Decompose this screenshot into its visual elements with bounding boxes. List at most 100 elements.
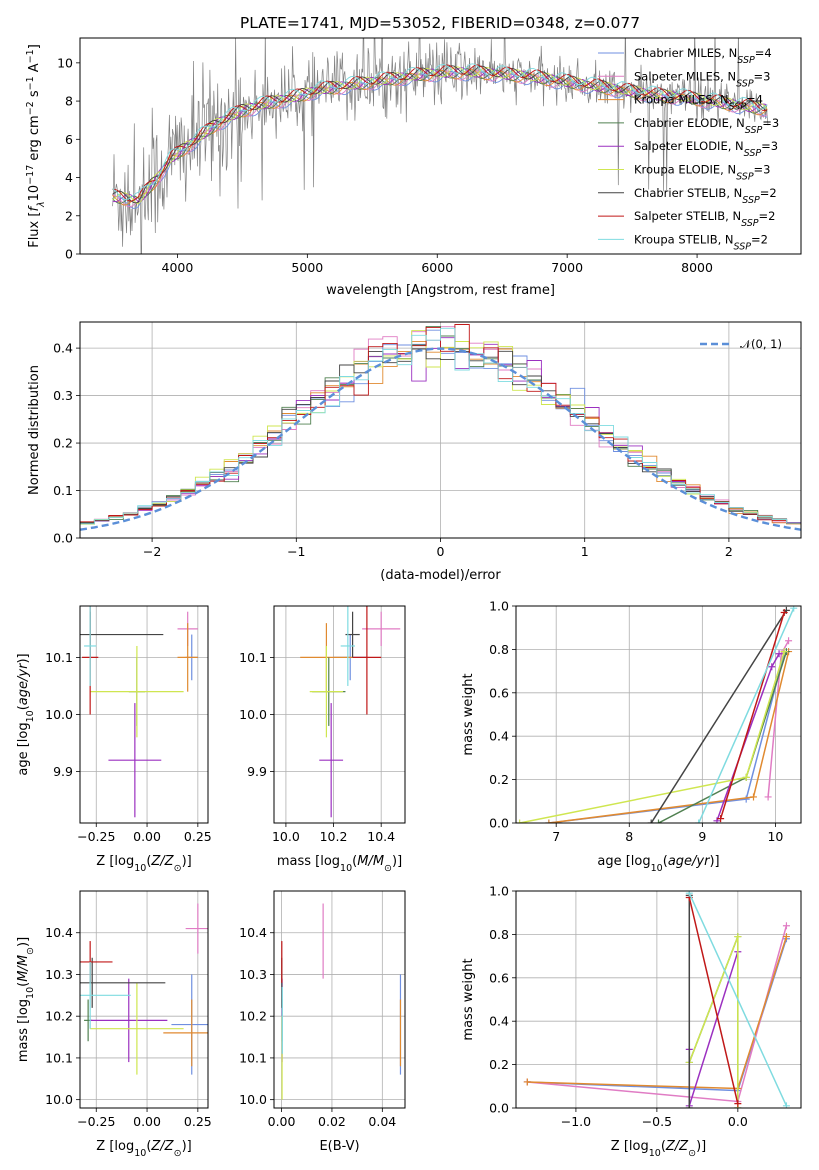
histogram-8 <box>80 327 801 525</box>
axes-frame <box>515 605 802 824</box>
axes-frame <box>515 890 802 1109</box>
x-tick-label: 1 <box>581 544 589 559</box>
x-tick-label: −0.5 <box>642 1114 672 1129</box>
x-tick-label: 7000 <box>551 260 583 275</box>
x-tick-label: 10 <box>767 829 783 844</box>
x-axis-label: mass [log10(M/M⊙)] <box>277 854 402 874</box>
y-tick-label: 0.8 <box>489 927 509 942</box>
mass-weight-line-6 <box>650 609 788 823</box>
y-tick-label: 6 <box>65 132 73 147</box>
model-spectrum-4 <box>112 67 768 203</box>
y-tick-label: 10.4 <box>239 925 267 940</box>
plot-area <box>80 324 801 531</box>
x-tick-label: −2 <box>143 544 161 559</box>
figure-title: PLATE=1741, MJD=53052, FIBERID=0348, z=0… <box>240 14 640 32</box>
y-tick-label: 0.4 <box>489 729 509 744</box>
plot-area <box>300 606 401 818</box>
mass-vs-ebv-axes: 0.00 0.02 0.04 10.0 10.1 10.2 10.3 10.4 E(B-V) <box>239 890 406 1154</box>
x-tick-label: −0.25 <box>77 829 115 844</box>
x-tick-label: 8000 <box>681 260 713 275</box>
legend: 𝒩(0, 1) <box>700 337 782 351</box>
error-bar-point <box>90 982 184 1075</box>
y-tick-label: 0.2 <box>489 1057 509 1072</box>
plus-marker <box>764 793 772 801</box>
axes-frame <box>79 890 209 1109</box>
error-bar-point <box>177 623 198 692</box>
x-axis-label: (data-model)/error <box>380 568 501 583</box>
y-axis-label: mass [log10(M/M⊙)] <box>16 937 36 1062</box>
y-tick-label: 0.3 <box>53 388 73 403</box>
error-bar-point <box>80 957 166 1008</box>
x-tick-label: 0 <box>437 544 445 559</box>
x-tick-label: −1.0 <box>561 1114 591 1129</box>
y-axis-label: Normed distribution <box>27 365 42 495</box>
y-tick-label: 1.0 <box>489 599 509 614</box>
error-bar-point <box>80 961 131 1029</box>
legend-entry: 𝒩(0, 1) <box>740 337 782 351</box>
legend-entry: Chabrier STELIB, NSSP=2 <box>634 186 777 206</box>
plus-marker <box>782 922 790 930</box>
x-tick-label: 10.0 <box>272 829 300 844</box>
x-tick-label: 0.25 <box>184 829 212 844</box>
x-tick-label: 9 <box>698 829 706 844</box>
axes-frame <box>79 37 802 255</box>
x-tick-label: 0.02 <box>318 1114 346 1129</box>
normal-curve <box>80 347 801 531</box>
legend: Chabrier MILES, NSSP=4 Salpeter MILES, NS… <box>598 46 779 252</box>
plus-marker <box>782 933 790 941</box>
x-tick-label: 0.0 <box>728 1114 748 1129</box>
y-tick-label: 10.0 <box>239 1092 267 1107</box>
mass-weight-line-8 <box>698 607 795 823</box>
y-axis-label: mass weight <box>461 673 476 755</box>
y-tick-label: 0.2 <box>489 772 509 787</box>
plus-marker <box>775 650 783 658</box>
plus-marker <box>742 773 750 781</box>
legend-entry: Chabrier MILES, NSSP=4 <box>634 46 772 66</box>
x-tick-label: 0.25 <box>184 1114 212 1129</box>
plot-area <box>523 891 790 1108</box>
x-tick-label: 5000 <box>291 260 323 275</box>
plus-marker <box>545 819 553 823</box>
x-axis-label: Z [log10(Z/Z⊙)] <box>96 854 191 874</box>
plus-marker <box>713 817 721 823</box>
model-spectrum-8 <box>112 63 768 200</box>
mass-weight-line-8 <box>688 892 788 1107</box>
x-axis-label: age [log10(age/yr)] <box>597 854 719 874</box>
histogram-6 <box>80 348 801 524</box>
plus-marker <box>685 891 693 897</box>
error-bar-point <box>163 999 208 1067</box>
plus-marker <box>685 1104 693 1108</box>
legend-entry: Kroupa ELODIE, NSSP=3 <box>634 163 771 183</box>
mass-weight-vs-z-axes: −1.0 −0.5 0.0 0.0 0.2 0.4 0.6 0.8 1.0 Z [log10(Z/… <box>461 884 802 1159</box>
y-tick-label: 2 <box>65 208 73 223</box>
plus-marker <box>523 1078 531 1086</box>
y-tick-label: 10 <box>57 55 73 70</box>
y-tick-label: 1.0 <box>489 884 509 899</box>
x-tick-label: 0.00 <box>133 829 161 844</box>
plot-area <box>80 903 208 1075</box>
error-bar-point <box>362 611 401 646</box>
mass-weight-line-7 <box>688 897 739 1104</box>
legend-entry: Salpeter ELODIE, NSSP=3 <box>634 139 778 159</box>
y-tick-label: 0.6 <box>489 970 509 985</box>
y-tick-label: 8 <box>65 94 73 109</box>
x-tick-label: 0.04 <box>368 1114 396 1129</box>
y-tick-label: 9.9 <box>247 764 267 779</box>
mass-weight-line-4 <box>716 653 780 822</box>
y-tick-label: 10.4 <box>45 925 73 940</box>
axes-frame <box>79 321 802 539</box>
y-tick-label: 0.0 <box>53 531 73 546</box>
plus-marker <box>780 648 788 656</box>
legend-entry: Salpeter STELIB, NSSP=2 <box>634 209 775 229</box>
x-tick-label: 6000 <box>421 260 453 275</box>
spectrum-axes: 4000 5000 6000 7000 8000 0 2 4 6 8 10 wavelength [A… <box>25 37 802 298</box>
y-tick-label: 10.1 <box>45 1050 73 1065</box>
x-tick-label: −1 <box>287 544 305 559</box>
axes-frame <box>273 605 406 824</box>
y-tick-label: 10.1 <box>45 650 73 665</box>
mass-weight-line-4 <box>688 951 739 1107</box>
error-bar-point <box>90 645 184 738</box>
plus-marker <box>790 606 798 612</box>
age-vs-z-axes: −0.25 0.00 0.25 9.9 10.0 10.1 Z [log10(Z/Z⊙)] a… <box>16 605 212 874</box>
y-tick-label: 10.2 <box>45 1009 73 1024</box>
